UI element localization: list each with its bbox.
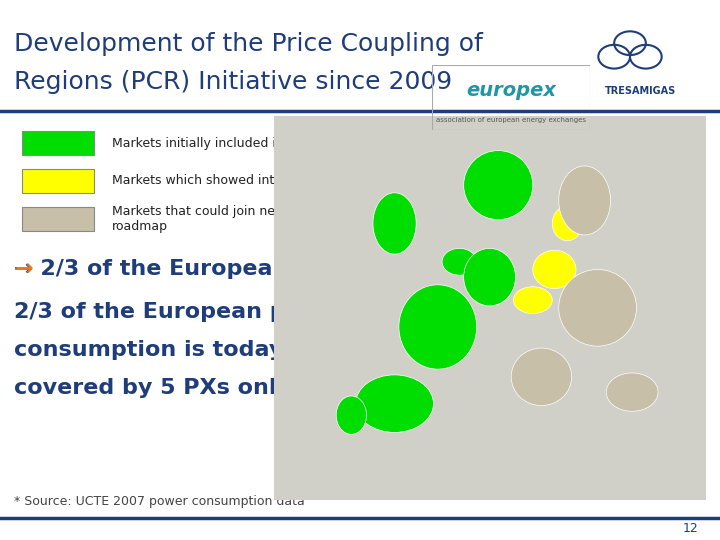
Text: → 2/3 of the European power: → 2/3 of the European power — [14, 259, 374, 279]
Ellipse shape — [336, 396, 366, 434]
Text: 12: 12 — [683, 522, 698, 535]
Text: covered by 5 PXs only: covered by 5 PXs only — [14, 378, 292, 398]
Ellipse shape — [511, 348, 572, 406]
Text: Development of the Price Coupling of: Development of the Price Coupling of — [14, 32, 483, 56]
Ellipse shape — [559, 166, 611, 235]
Ellipse shape — [356, 375, 433, 433]
FancyBboxPatch shape — [22, 131, 94, 156]
Text: consumption is today: consumption is today — [14, 340, 284, 360]
FancyBboxPatch shape — [22, 206, 94, 231]
Ellipse shape — [552, 206, 582, 241]
Ellipse shape — [464, 151, 533, 220]
Text: TRESAMIGAS: TRESAMIGAS — [605, 86, 676, 97]
Text: europex: europex — [467, 81, 557, 100]
Ellipse shape — [559, 269, 636, 346]
Text: Markets that could join next as part of an agreed European
roadmap: Markets that could join next as part of … — [112, 205, 482, 233]
Ellipse shape — [373, 193, 416, 254]
Ellipse shape — [606, 373, 658, 411]
Text: →: → — [14, 259, 33, 279]
FancyBboxPatch shape — [22, 168, 94, 193]
Text: 2/3 of the European power: 2/3 of the European power — [14, 302, 348, 322]
Text: Markets initially included in PCR - 2860 TWh: Markets initially included in PCR - 2860… — [112, 137, 389, 150]
Text: * Source: UCTE 2007 power consumption data: * Source: UCTE 2007 power consumption da… — [14, 495, 305, 508]
Ellipse shape — [513, 287, 552, 314]
Text: association of european energy exchanges: association of european energy exchanges — [436, 117, 586, 123]
Text: Markets which showed interest to join: Markets which showed interest to join — [112, 174, 348, 187]
Ellipse shape — [533, 250, 576, 288]
Text: Regions (PCR) Initiative since 2009: Regions (PCR) Initiative since 2009 — [14, 70, 453, 94]
Ellipse shape — [399, 285, 477, 369]
Ellipse shape — [442, 248, 477, 275]
Ellipse shape — [464, 248, 516, 306]
